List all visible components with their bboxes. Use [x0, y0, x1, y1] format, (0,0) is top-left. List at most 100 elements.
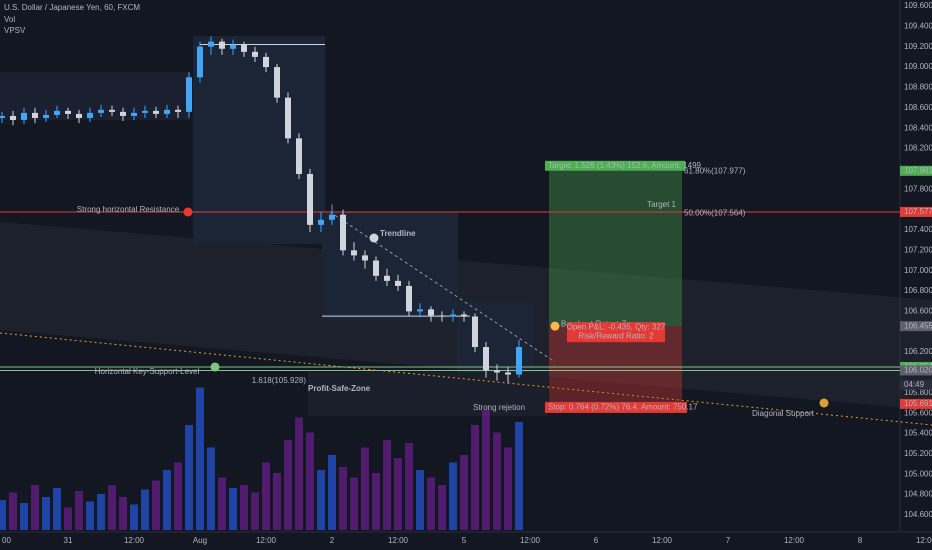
x-tick-label: 12:00: [784, 536, 805, 545]
y-tick-label: 105.400: [904, 429, 932, 438]
volume-bar: [97, 494, 105, 530]
volume-bar: [20, 503, 28, 530]
price-tag: [900, 165, 932, 176]
volume-bar: [482, 410, 490, 530]
y-tick-label: 109.000: [904, 62, 932, 71]
price-tag-label: 04:49: [904, 380, 925, 389]
indicator-label: Vol: [4, 15, 15, 24]
candle-body: [439, 315, 445, 317]
candle-body: [307, 173, 313, 225]
candle-body: [263, 56, 269, 68]
annotation: Strong rejetion: [473, 403, 525, 412]
volume-bar: [295, 417, 303, 530]
price-tag-label: 105.691: [904, 399, 932, 408]
annotation: Open P&L: -0.435, Qty: 327: [567, 322, 666, 331]
volume-bar: [328, 455, 336, 530]
price-tag: [900, 206, 932, 217]
volume-bar: [361, 447, 369, 530]
candle-body: [296, 138, 302, 174]
x-tick-label: 12:00: [652, 536, 673, 545]
target-tag: [545, 160, 685, 171]
candle-body: [274, 67, 280, 98]
candle-body: [384, 275, 390, 281]
candle-body: [87, 112, 93, 118]
volume-bar: [350, 477, 358, 530]
price-tag-label: 107.577: [904, 207, 932, 216]
volume-bar: [383, 440, 391, 530]
candle-body: [362, 255, 368, 261]
candle-body: [54, 110, 60, 115]
volume-bar: [152, 480, 160, 530]
x-tick-label: 8: [858, 536, 863, 545]
y-tick-label: 107.400: [904, 225, 932, 234]
volume-bar: [460, 455, 468, 530]
y-tick-label: 109.400: [904, 21, 932, 30]
candle-body: [43, 114, 49, 118]
volume-bar: [174, 462, 182, 530]
candle-body: [428, 309, 434, 316]
fib-label: 1.618(105.928): [252, 376, 307, 385]
candle-body: [153, 110, 159, 114]
volume-bar: [493, 432, 501, 530]
volume-bar: [163, 470, 171, 530]
volume-bar: [515, 422, 523, 530]
x-tick-label: 6: [594, 536, 599, 545]
fib-label: 50.00%(107.564): [684, 208, 746, 217]
y-tick-label: 108.800: [904, 83, 932, 92]
x-tick-label: 12:00: [256, 536, 277, 545]
y-tick-label: 107.000: [904, 266, 932, 275]
candle-body: [230, 44, 236, 49]
candle-body: [329, 214, 335, 220]
volume-bar: [86, 501, 94, 530]
volume-bar: [273, 473, 281, 530]
candle-body: [120, 111, 126, 116]
annotation: Target 1: [647, 200, 676, 209]
price-tag: [900, 365, 932, 376]
volume-bar: [339, 467, 347, 530]
candle-body: [351, 250, 357, 256]
anchor-dot: [819, 398, 829, 408]
y-tick-label: 107.200: [904, 245, 932, 254]
candle-body: [208, 41, 214, 47]
volume-bar: [471, 425, 479, 530]
price-tag: [900, 398, 932, 409]
volume-bar: [31, 485, 39, 530]
candle-body: [450, 314, 456, 317]
y-tick-label: 106.800: [904, 286, 932, 295]
y-tick-label: 106.600: [904, 307, 932, 316]
volume-bar: [251, 492, 259, 530]
candle-body: [483, 347, 489, 371]
volume-bar: [240, 485, 248, 530]
volume-bar: [9, 492, 17, 530]
y-tick-label: 108.400: [904, 123, 932, 132]
x-tick-label: 12:00: [124, 536, 145, 545]
x-tick-label: 7: [726, 536, 731, 545]
candle-body: [21, 112, 27, 121]
x-tick-label: 00: [2, 536, 11, 545]
candle-body: [340, 214, 346, 251]
fib-label: 61.80%(107.977): [684, 166, 746, 175]
volume-bar: [427, 477, 435, 530]
anchor-dot: [550, 321, 560, 331]
price-tag: [900, 379, 932, 390]
x-tick-label: 12:00: [388, 536, 409, 545]
volume-bar: [449, 462, 457, 530]
stop-tag: [545, 401, 687, 413]
range-box: [193, 36, 325, 244]
annotation: Target: 1.526 (1.43%) 152.6, Amount: 149…: [548, 161, 702, 170]
annotation: Horizontal Key-Support-Level: [95, 367, 200, 376]
price-tag: [900, 321, 932, 332]
candle-body: [318, 219, 324, 225]
candle-body: [65, 110, 71, 114]
volume-bar: [42, 497, 50, 530]
candle-body: [142, 110, 148, 113]
y-tick-label: 105.200: [904, 449, 932, 458]
volume-bar: [64, 507, 72, 530]
x-tick-label: 12:00: [916, 536, 932, 545]
y-tick-label: 107.800: [904, 184, 932, 193]
candle-body: [219, 41, 225, 49]
candle-body: [472, 316, 478, 348]
volume-bar: [0, 500, 6, 530]
volume-bar: [262, 462, 270, 530]
